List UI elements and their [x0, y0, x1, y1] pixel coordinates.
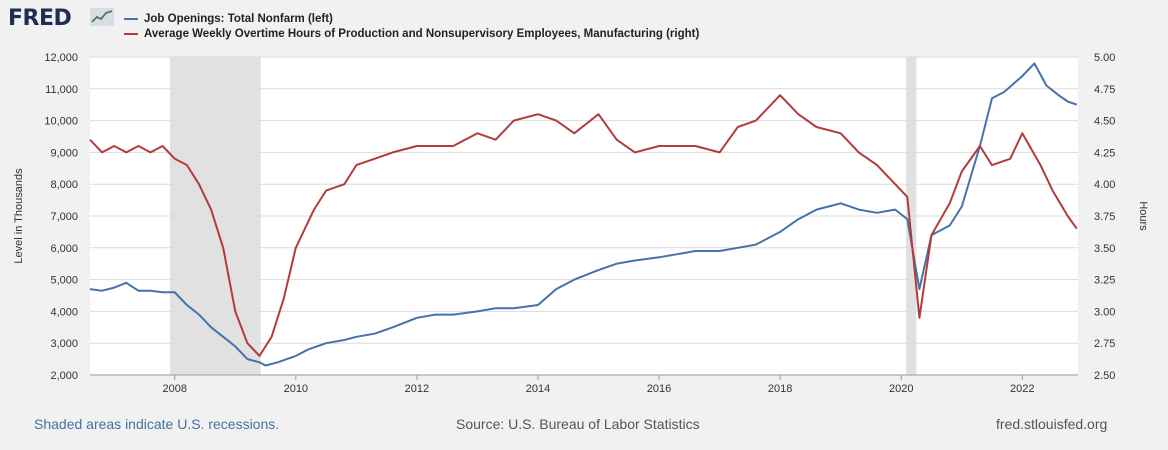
y-tick-label-right: 3.50	[1094, 243, 1115, 255]
y-tick-label-left: 4,000	[50, 306, 78, 318]
y-tick-label-right: 3.75	[1094, 211, 1115, 223]
site-url[interactable]: fred.stlouisfed.org	[996, 416, 1108, 432]
left-axis: 2,000 3,000 4,000 5,000 6,000 7,000 8,000 9,000…	[44, 52, 78, 382]
y-tick-label-right: 4.00	[1094, 179, 1115, 191]
x-tick-label: 2020	[889, 383, 913, 395]
y-tick-label-right: 2.50	[1094, 370, 1115, 382]
x-tick-label: 2014	[526, 383, 550, 395]
right-axis: 2.50 2.75 3.00 3.25 3.50 3.75 4.00 4.25 4.50 4.75…	[1094, 52, 1115, 382]
y-tick-label-left: 2,000	[50, 370, 78, 382]
legend-item-overtime-hours[interactable]: Average Weekly Overtime Hours of Product…	[124, 26, 699, 41]
y-tick-label-left: 11,000	[45, 84, 78, 96]
x-tick-label: 2008	[163, 383, 187, 395]
y-tick-label-right: 5.00	[1094, 52, 1115, 64]
series-layer	[89, 62, 1078, 367]
line-chart[interactable]: 2,000 3,000 4,000 5,000 6,000 7,000 8,000 9,000…	[0, 0, 1168, 410]
y-tick-label-left: 9,000	[50, 147, 78, 159]
legend-swatch-red	[124, 32, 138, 35]
y-tick-label-left: 5,000	[50, 275, 78, 287]
y-tick-label-left: 7,000	[50, 211, 78, 223]
x-tick-label: 2022	[1010, 383, 1034, 395]
y-axis-title-left: Level in Thousands	[13, 168, 25, 264]
y-tick-label-right: 2.75	[1094, 338, 1115, 350]
y-tick-label-right: 3.00	[1094, 306, 1115, 318]
legend-item-job-openings[interactable]: Job Openings: Total Nonfarm (left)	[124, 11, 699, 26]
y-tick-label-left: 6,000	[50, 243, 78, 255]
y-axis-title-right: Hours	[1137, 201, 1149, 231]
y-tick-label-right: 4.25	[1094, 147, 1115, 159]
x-tick-label: 2018	[768, 383, 792, 395]
legend-label-overtime-hours: Average Weekly Overtime Hours of Product…	[144, 27, 700, 40]
legend-swatch-blue	[124, 17, 138, 20]
y-tick-label-right: 3.25	[1094, 275, 1115, 287]
y-tick-label-left: 3,000	[50, 338, 78, 350]
x-tick-label: 2012	[405, 383, 429, 395]
fred-logo[interactable]: FRED	[8, 6, 72, 31]
x-axis: 2008 2010 2012 2014 2016 2018 2020 2022	[90, 374, 1078, 395]
x-tick-label: 2016	[647, 383, 671, 395]
y-tick-label-left: 10,000	[44, 116, 78, 128]
legend: Job Openings: Total Nonfarm (left) Avera…	[124, 11, 699, 41]
y-tick-label-right: 4.50	[1094, 116, 1115, 128]
x-tick-label: 2010	[284, 383, 308, 395]
series-line-overtime-hours[interactable]	[89, 94, 1078, 357]
recession-note-link[interactable]: Shaded areas indicate U.S. recessions.	[34, 416, 280, 432]
y-tick-label-left: 8,000	[50, 179, 78, 191]
y-tick-label-right: 4.75	[1094, 84, 1115, 96]
fred-chart-icon	[90, 8, 114, 26]
series-line-job-openings[interactable]	[89, 62, 1078, 367]
source-text: Source: U.S. Bureau of Labor Statistics	[456, 416, 700, 432]
legend-label-job-openings: Job Openings: Total Nonfarm (left)	[144, 12, 333, 25]
y-tick-label-left: 12,000	[44, 52, 78, 64]
